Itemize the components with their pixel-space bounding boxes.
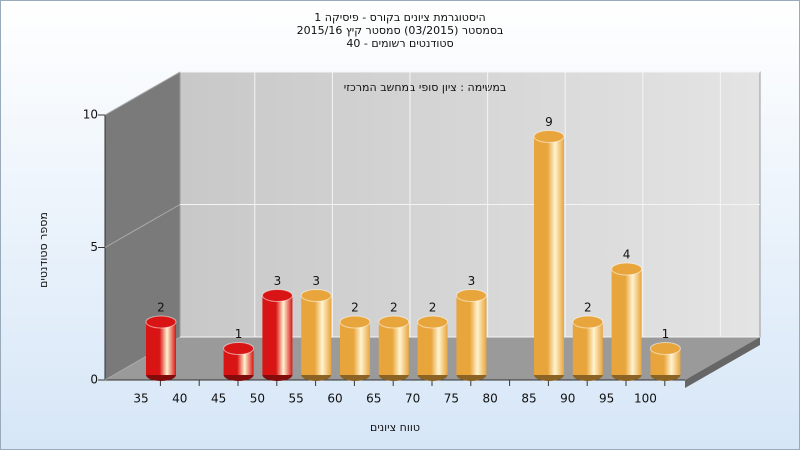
x-tick-label: 70 — [405, 392, 420, 406]
data-label: 3 — [312, 274, 320, 288]
bar-top — [300, 289, 332, 302]
x-tick-label: 100 — [634, 392, 657, 406]
bar — [611, 262, 643, 381]
data-label: 1 — [235, 327, 243, 341]
x-tick-label: 95 — [599, 392, 614, 406]
data-label: 2 — [584, 301, 592, 315]
x-tick-label: 45 — [211, 392, 226, 406]
x-tick-label: 90 — [560, 392, 575, 406]
annotation: במשימה : ציון סופי במחשב המרכזי — [344, 81, 507, 94]
x-axis-label: טווח ציונים — [370, 421, 420, 434]
data-label: 3 — [468, 274, 476, 288]
data-label: 2 — [351, 301, 359, 315]
y-tick-label: 0 — [90, 373, 98, 387]
bar-top — [611, 262, 643, 276]
data-label: 3 — [274, 274, 282, 288]
bar — [261, 289, 293, 381]
y-tick-label: 10 — [83, 108, 98, 122]
bar-body — [378, 322, 409, 375]
bar-top — [378, 315, 410, 329]
x-tick-label: 35 — [133, 392, 148, 406]
bar — [378, 315, 410, 381]
bar-top — [417, 315, 449, 329]
bar-top — [572, 315, 604, 329]
bar-top — [223, 342, 255, 355]
x-tick-label: 75 — [444, 392, 459, 406]
bar-body — [301, 295, 332, 375]
x-tick-label: 65 — [366, 392, 381, 406]
bar — [223, 342, 255, 381]
grid-line — [104, 71, 181, 116]
bar-top — [649, 342, 681, 355]
x-tick-label: 80 — [483, 392, 498, 406]
x-tick-label: 40 — [172, 392, 187, 406]
bar — [339, 315, 371, 381]
x-tick-label: 55 — [289, 392, 304, 406]
bar — [145, 315, 177, 381]
data-label: 2 — [429, 301, 437, 315]
bar-body — [340, 322, 370, 375]
bar — [533, 130, 565, 381]
data-label: 2 — [157, 301, 165, 315]
bar-top — [533, 130, 565, 143]
bar-body — [456, 295, 487, 375]
grid-line — [104, 204, 181, 248]
floor-edge — [685, 337, 760, 388]
data-label: 4 — [623, 248, 631, 262]
bar-body — [611, 269, 642, 375]
bar-top — [455, 289, 487, 302]
bar — [572, 315, 604, 381]
bar-top — [339, 315, 371, 329]
bar-top — [261, 289, 293, 302]
bar-body — [262, 295, 293, 375]
chart-subtitle: בסמסטר (03/2015) סמסטר קיץ 2015/16 — [297, 24, 504, 37]
chart-title: היסטוגרמת ציונים בקורס - פיסיקה 1 — [314, 11, 485, 24]
x-tick-label: 50 — [250, 392, 265, 406]
data-label: 1 — [662, 327, 670, 341]
bar-body — [417, 322, 448, 375]
bar — [649, 342, 681, 381]
y-tick-label: 5 — [90, 240, 98, 254]
data-label: 2 — [390, 301, 398, 315]
x-tick-label: 60 — [327, 392, 342, 406]
data-label: 9 — [545, 115, 553, 129]
bar-top — [145, 315, 177, 329]
bar — [455, 289, 487, 381]
bar-body — [146, 322, 176, 375]
y-axis-label: מספר סטודנטים — [37, 212, 50, 288]
chart-subtitle: סטודנטים רשומים - 40 — [346, 37, 453, 50]
x-tick-label: 85 — [521, 392, 536, 406]
bar — [300, 289, 332, 381]
bar — [417, 315, 449, 381]
bar-body — [534, 136, 564, 375]
bar-body — [572, 322, 603, 375]
